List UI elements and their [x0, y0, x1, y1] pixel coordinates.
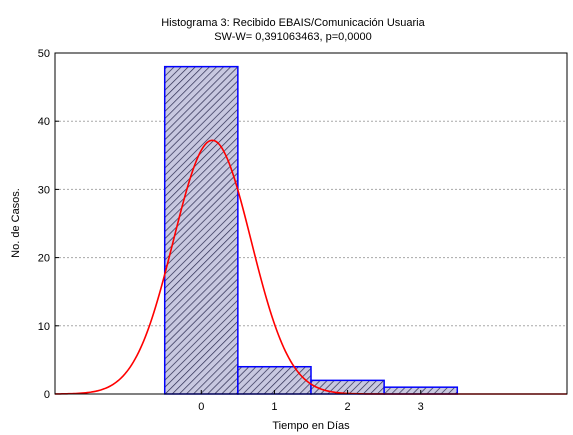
y-tick-label: 30	[38, 184, 50, 196]
x-tick-label: 3	[418, 401, 424, 413]
y-axis-label: No. de Casos.	[10, 188, 22, 258]
x-tick-label: 0	[198, 401, 204, 413]
histogram-bar	[163, 65, 239, 395]
x-tick-label: 2	[345, 401, 351, 413]
y-tick-label: 10	[38, 321, 50, 333]
bars	[163, 65, 459, 395]
y-tick-label: 50	[38, 48, 50, 60]
fit-curve-group	[54, 139, 567, 395]
y-tick-label: 0	[44, 389, 50, 401]
chart-title: Histograma 3: Recibido EBAIS/Comunicació…	[161, 17, 425, 29]
x-axis-label: Tiempo en Días	[272, 420, 350, 432]
histogram-bar	[237, 365, 312, 395]
y-axis: 0 10 20 30 40 50	[38, 48, 59, 401]
y-tick-label: 20	[38, 253, 50, 265]
fit-curve	[54, 139, 567, 395]
plot-frame	[54, 52, 568, 395]
x-axis: 0 1 2 3	[198, 390, 424, 413]
y-tick-label: 40	[38, 116, 50, 128]
x-tick-label: 1	[271, 401, 277, 413]
grid-lines	[55, 120, 567, 327]
chart-subtitle: SW-W= 0,391063463, p=0,0000	[214, 31, 372, 43]
